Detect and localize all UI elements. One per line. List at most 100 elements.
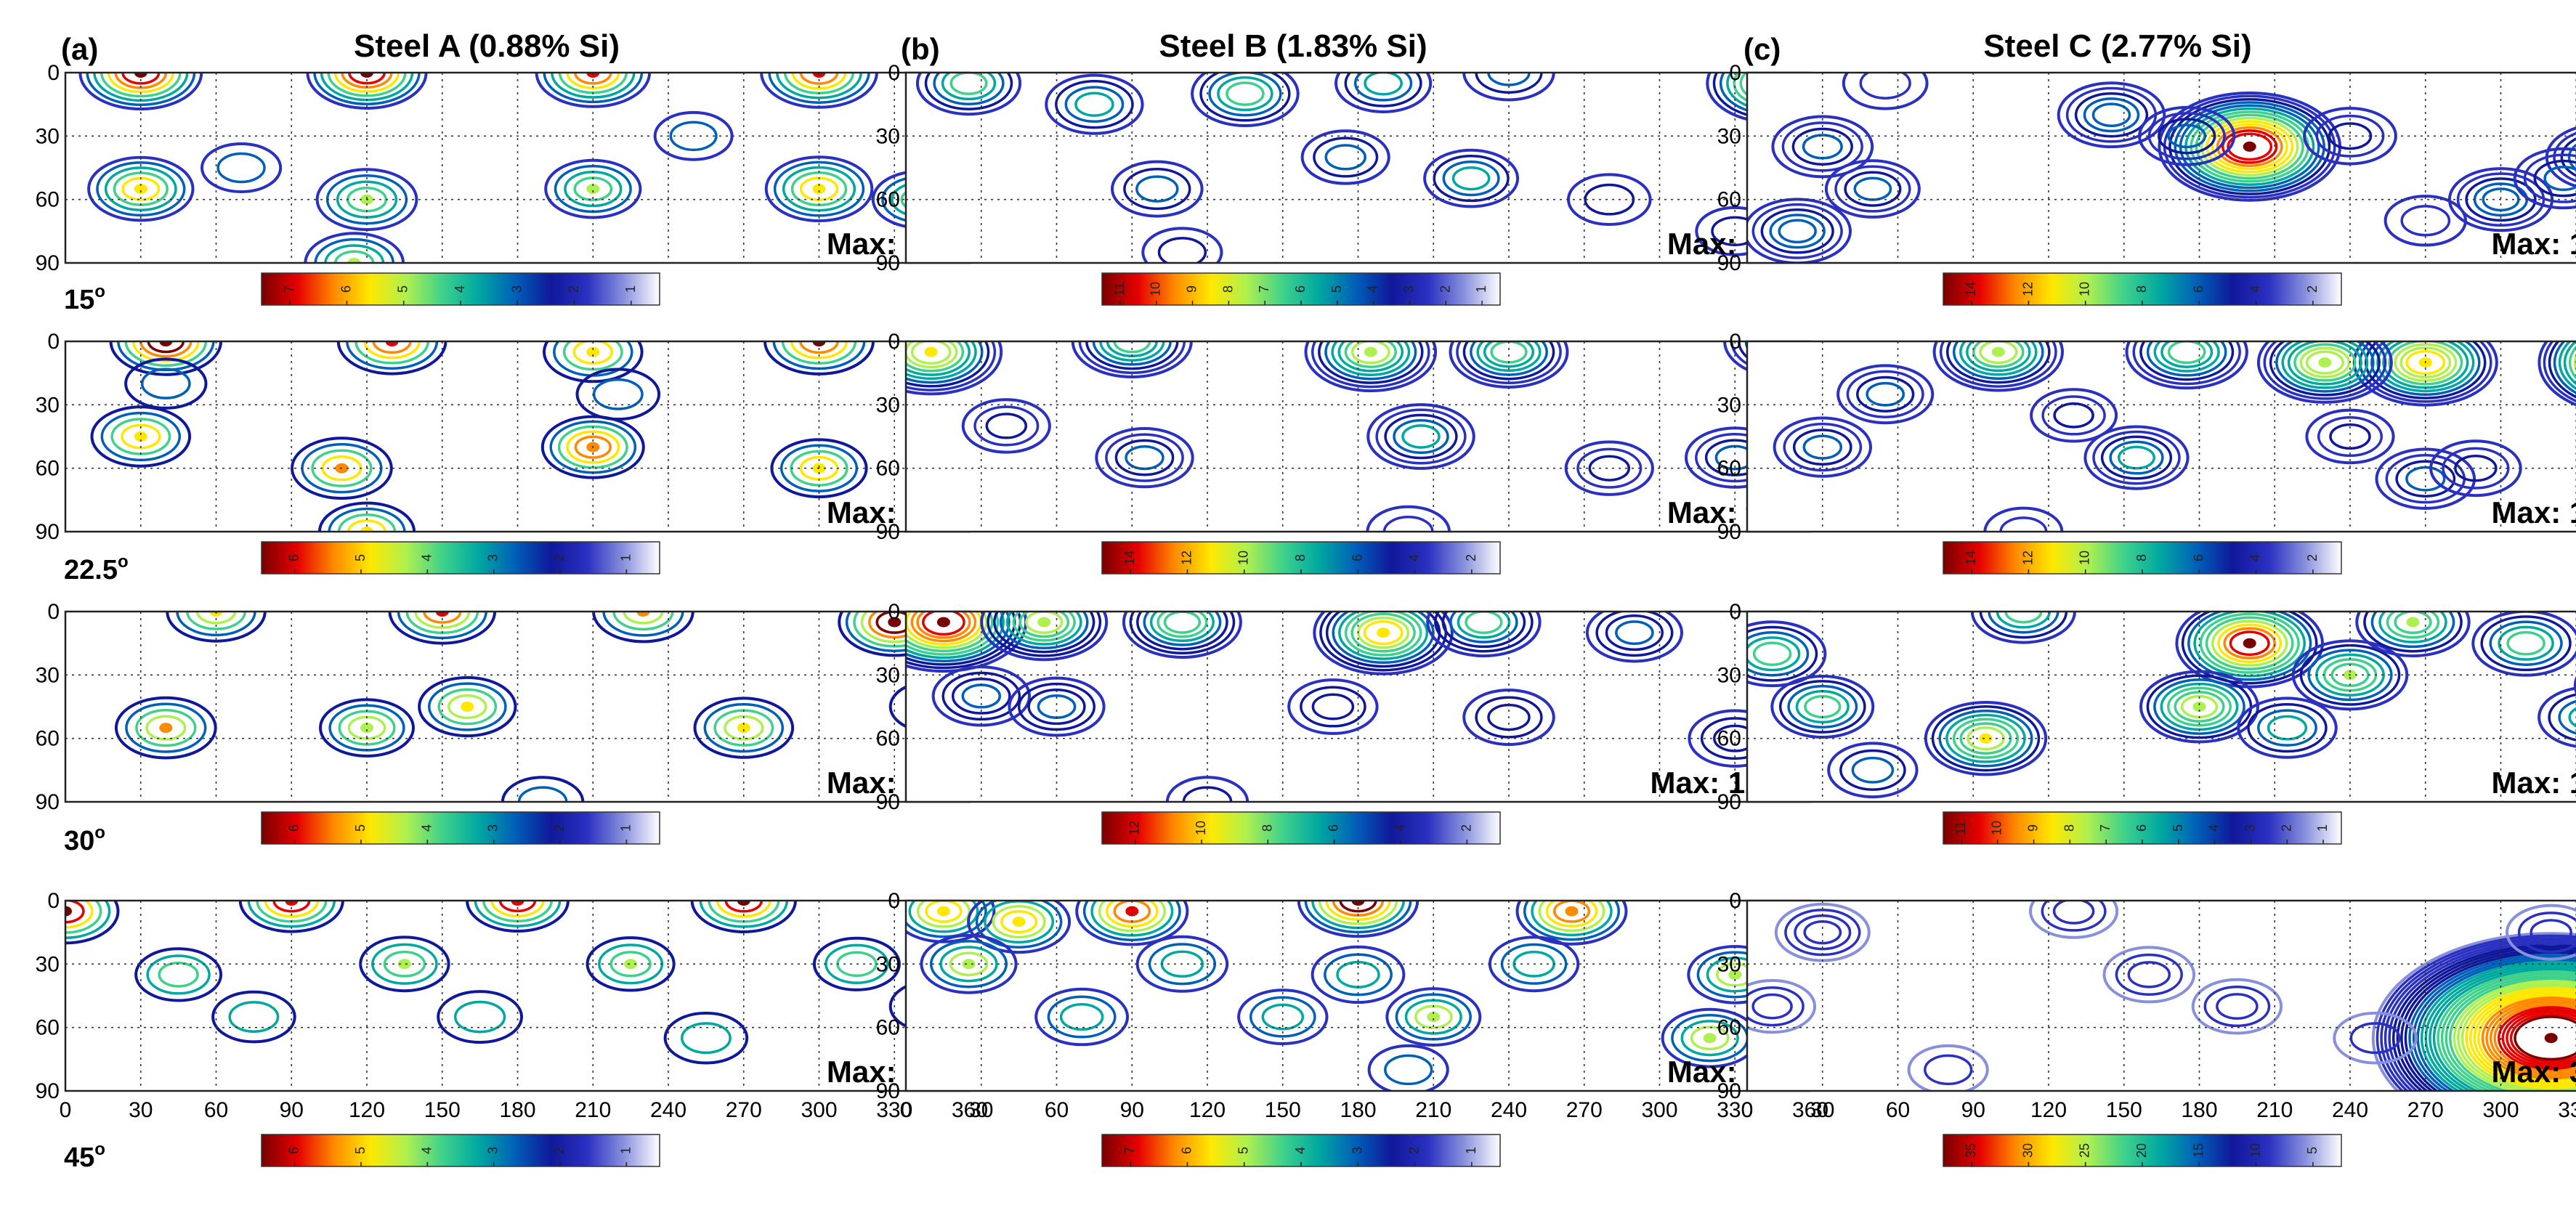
contour-line	[1531, 901, 1613, 937]
contour-line	[96, 161, 186, 217]
contour-line	[1487, 73, 1531, 86]
y-tick-label: 90	[36, 1079, 60, 1103]
contour-line	[2160, 341, 2214, 368]
colorbar-tick-label: 6	[287, 824, 301, 832]
y-tick-label: 30	[1717, 952, 1741, 976]
contour-line	[337, 513, 397, 532]
contour-line	[1433, 155, 1510, 203]
contour-line	[466, 901, 570, 933]
y-tick-label: 30	[876, 952, 900, 976]
peak-core	[285, 901, 299, 906]
contour-line	[2573, 675, 2576, 696]
odf-peak	[1191, 73, 1300, 127]
colorbar: 11 10 9 8 7 6 5 4 3 2 1	[1101, 272, 1501, 306]
contour-line	[1842, 73, 1929, 110]
odf-peak	[2125, 341, 2248, 390]
colorbar-tick: 4	[419, 554, 434, 574]
peak-core	[962, 959, 976, 970]
colorbar-tick-label: 1	[618, 1147, 633, 1154]
contour-line	[2568, 345, 2576, 380]
colorbar-gradient	[1943, 541, 2342, 575]
x-tick-label: 90	[1120, 1098, 1144, 1122]
contour-line	[1457, 612, 1511, 639]
contour-line	[140, 368, 191, 399]
contour-line	[680, 1022, 732, 1055]
contour-line	[2211, 620, 2288, 667]
contour-line	[1938, 709, 2033, 768]
contour-line	[1932, 341, 2064, 392]
colorbar: 35 30 25 20 15 10 5	[1943, 1134, 2342, 1167]
colorbar-tick: 2	[1464, 554, 1478, 574]
contour-line	[2530, 919, 2572, 946]
colorbar-tick-label: 4	[1366, 285, 1380, 293]
contour-line	[447, 694, 487, 720]
colorbar-tick-label: 12	[1127, 821, 1142, 835]
colorbar-tick-label: 4	[1293, 1147, 1308, 1154]
colorbar-tick: 1	[618, 554, 633, 574]
odf-peak	[2573, 675, 2576, 696]
odf-peak	[2237, 697, 2338, 759]
contour-line	[612, 612, 674, 631]
contour-line	[1751, 993, 1793, 1020]
contour-line	[1375, 408, 1467, 465]
contour-line	[2437, 970, 2576, 1091]
contour-line	[1157, 237, 1207, 263]
contour-line	[1311, 693, 1355, 720]
contour-line	[1141, 227, 1223, 263]
peak-core	[737, 901, 750, 906]
peak-core	[511, 901, 524, 906]
colorbar-tick-label: 6	[2191, 285, 2206, 293]
contour-line	[1113, 341, 1151, 354]
contour-line	[1055, 80, 1134, 129]
colorbar-tick: 8	[1260, 824, 1274, 844]
colorbar-tick: 2	[552, 554, 567, 574]
contour-line	[2517, 912, 2576, 954]
peak-core	[2243, 141, 2256, 152]
peak-core	[812, 73, 826, 78]
contour-line	[1792, 429, 1852, 466]
contour-line	[1313, 612, 1454, 675]
odf-peak	[1932, 341, 2064, 392]
peak-core	[1364, 346, 1377, 357]
contour-line	[2408, 953, 2576, 1091]
odf-peak	[1747, 979, 1817, 1034]
grid	[906, 901, 1810, 1091]
colorbar-tick-label: 12	[2020, 551, 2035, 565]
odf-peak	[2333, 1011, 2418, 1065]
contour-line	[2305, 408, 2395, 465]
contour-line	[1393, 418, 1449, 455]
contour-line	[211, 990, 296, 1044]
peak-core	[636, 612, 650, 617]
contour-line	[2257, 709, 2317, 747]
colorbar-tick: 6	[339, 285, 353, 305]
colorbar-tick: 2	[552, 1147, 567, 1166]
colorbar-tick: 8	[2062, 824, 2076, 844]
colorbar-tick: 8	[2134, 554, 2149, 574]
peak-core	[385, 341, 399, 346]
contour-line	[602, 612, 684, 637]
contour-line	[65, 901, 120, 945]
contour-line	[2558, 699, 2576, 735]
x-tick-label: 30	[969, 1098, 993, 1122]
colorbar: 6 5 4 3 2 1	[261, 1134, 660, 1167]
contour-line	[1783, 422, 1863, 472]
contour-line	[423, 612, 462, 624]
x-tick-label: 120	[349, 1098, 385, 1122]
colorbar-tick: 10	[1149, 282, 1163, 305]
colorbar-tick-label: 15	[2191, 1143, 2206, 1158]
colorbar-tick-label: 14	[1122, 551, 1137, 565]
odf-peak	[2305, 408, 2395, 465]
peak-core	[586, 73, 600, 78]
contour-line	[2221, 129, 2278, 164]
colorbar-tick-label: 25	[2078, 1143, 2092, 1158]
contour-line	[145, 715, 187, 741]
contour-line	[1931, 705, 2041, 772]
contour-line	[124, 341, 208, 367]
contour-line	[1476, 341, 1542, 373]
colorbar-tick-label: 20	[2134, 1143, 2149, 1158]
contour-line	[1157, 612, 1208, 638]
colorbar-tick: 6	[1179, 1147, 1194, 1166]
contour-line	[1318, 901, 1398, 925]
contour-line	[1781, 121, 1863, 172]
odf-peak	[1300, 129, 1390, 185]
